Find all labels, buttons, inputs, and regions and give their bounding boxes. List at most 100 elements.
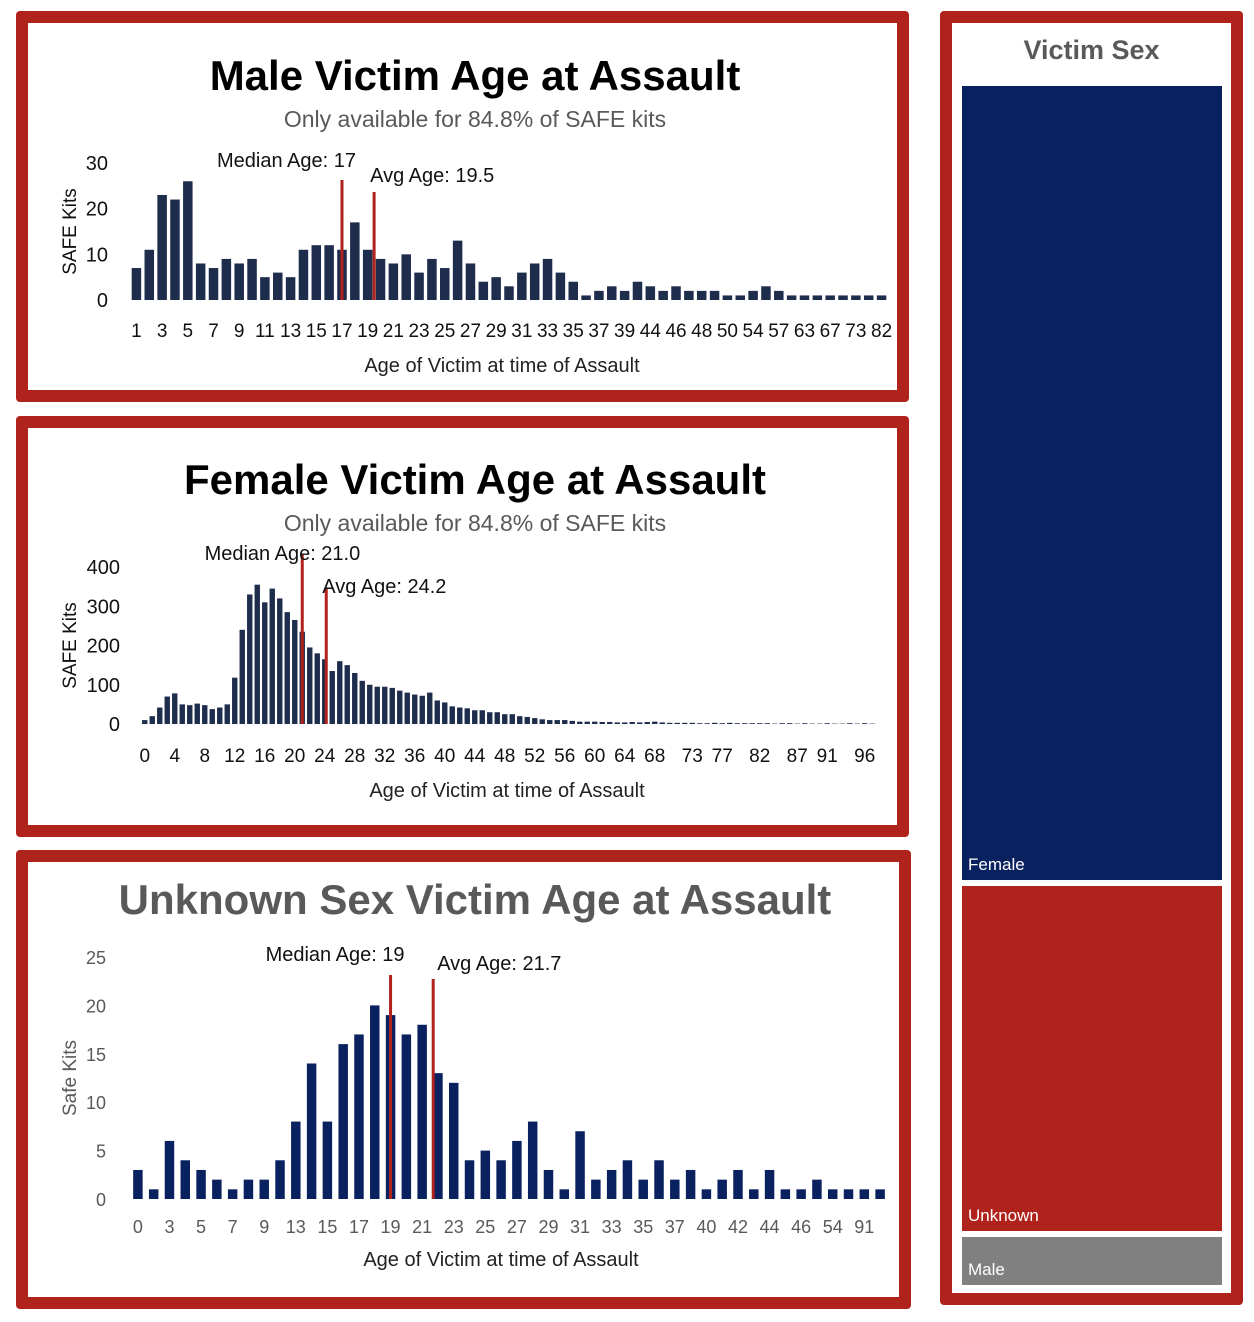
bar <box>382 686 388 724</box>
bar <box>863 295 874 300</box>
bar <box>529 263 540 300</box>
x-tick-label: 7 <box>228 1217 238 1237</box>
x-tick-label: 12 <box>224 746 245 767</box>
bar <box>464 708 470 724</box>
male-age-chart-panel: Male Victim Age at Assault Only available… <box>16 11 909 402</box>
bar <box>851 295 861 300</box>
bar <box>757 723 763 724</box>
bar <box>314 653 320 724</box>
bar <box>727 722 733 724</box>
bar <box>581 295 591 300</box>
x-tick-label: 31 <box>511 321 532 342</box>
bar <box>148 1189 159 1199</box>
average-label: Avg Age: 19.5 <box>370 165 494 187</box>
bar <box>786 295 797 300</box>
male-age-chart: Male Victim Age at Assault Only available… <box>60 52 892 377</box>
bar <box>243 1179 254 1199</box>
bar <box>269 588 275 724</box>
bar <box>796 1189 806 1199</box>
bar <box>496 1160 506 1199</box>
bar <box>607 722 613 724</box>
y-tick-label: 5 <box>96 1142 106 1162</box>
bar <box>644 722 650 724</box>
bar <box>306 1063 317 1199</box>
bar <box>414 272 424 300</box>
bar <box>284 612 290 724</box>
chart-title: Female Victim Age at Assault <box>184 456 766 503</box>
bar <box>562 720 568 724</box>
bar <box>401 1034 412 1199</box>
median-label: Median Age: 17 <box>217 150 356 172</box>
bar <box>247 258 257 300</box>
bar <box>659 722 665 724</box>
bar <box>509 714 515 724</box>
bar <box>292 619 298 724</box>
x-tick-label: 27 <box>507 1217 527 1237</box>
x-tick-label: 23 <box>408 321 429 342</box>
x-tick-label: 8 <box>199 746 210 767</box>
bar <box>172 693 178 724</box>
bar <box>427 258 437 300</box>
x-tick-label: 50 <box>717 321 738 342</box>
bar <box>472 710 478 724</box>
bar <box>504 286 514 300</box>
bar <box>555 272 566 300</box>
x-tick-label: 54 <box>743 321 765 342</box>
x-axis-label: Age of Victim at time of Assault <box>369 780 645 802</box>
bar <box>838 295 848 300</box>
bar <box>517 272 527 300</box>
x-tick-label: 73 <box>682 746 703 767</box>
bar <box>847 723 853 724</box>
bar <box>719 723 725 724</box>
bar <box>149 716 155 724</box>
bar <box>875 1189 885 1199</box>
median-label: Median Age: 21.0 <box>205 543 361 565</box>
male-block[interactable]: Male <box>962 1237 1222 1285</box>
bar <box>749 723 755 724</box>
bar <box>370 1005 380 1199</box>
bar <box>478 281 489 300</box>
bar <box>187 705 193 724</box>
bar <box>196 1169 206 1199</box>
chart-title: Unknown Sex Victim Age at Assault <box>119 876 832 923</box>
x-tick-label: 27 <box>460 321 481 342</box>
bar <box>457 707 463 724</box>
bar <box>682 722 688 724</box>
bar <box>480 1150 491 1199</box>
bar <box>799 295 810 300</box>
x-tick-label: 44 <box>760 1217 780 1237</box>
bar <box>389 687 395 724</box>
x-tick-label: 5 <box>196 1217 206 1237</box>
bar <box>559 1189 570 1199</box>
bar <box>419 695 425 724</box>
bar <box>684 290 694 300</box>
bar <box>144 249 155 300</box>
bar <box>262 602 268 724</box>
bar <box>812 1179 822 1199</box>
y-tick-label: 25 <box>86 948 106 968</box>
chart-title: Male Victim Age at Assault <box>210 52 741 99</box>
female-block[interactable]: Female <box>962 86 1222 880</box>
x-tick-label: 20 <box>284 746 305 767</box>
bar <box>674 722 680 724</box>
bar <box>667 722 673 724</box>
x-tick-label: 15 <box>317 1217 337 1237</box>
bar <box>717 1179 727 1199</box>
bar <box>512 1140 522 1199</box>
x-tick-label: 3 <box>157 321 168 342</box>
x-tick-label: 67 <box>820 321 841 342</box>
bar <box>491 277 501 300</box>
average-label: Avg Age: 21.7 <box>437 953 561 975</box>
x-tick-label: 40 <box>696 1217 716 1237</box>
x-tick-label: 29 <box>538 1217 558 1237</box>
unknown-block[interactable]: Unknown <box>962 886 1222 1231</box>
bar <box>291 1121 301 1199</box>
x-tick-label: 48 <box>691 321 712 342</box>
bar <box>464 1160 475 1199</box>
bar <box>701 1189 712 1199</box>
bar <box>696 290 707 300</box>
bar <box>542 258 553 300</box>
bar <box>638 1179 648 1199</box>
bar <box>170 199 180 300</box>
bar <box>359 680 365 724</box>
